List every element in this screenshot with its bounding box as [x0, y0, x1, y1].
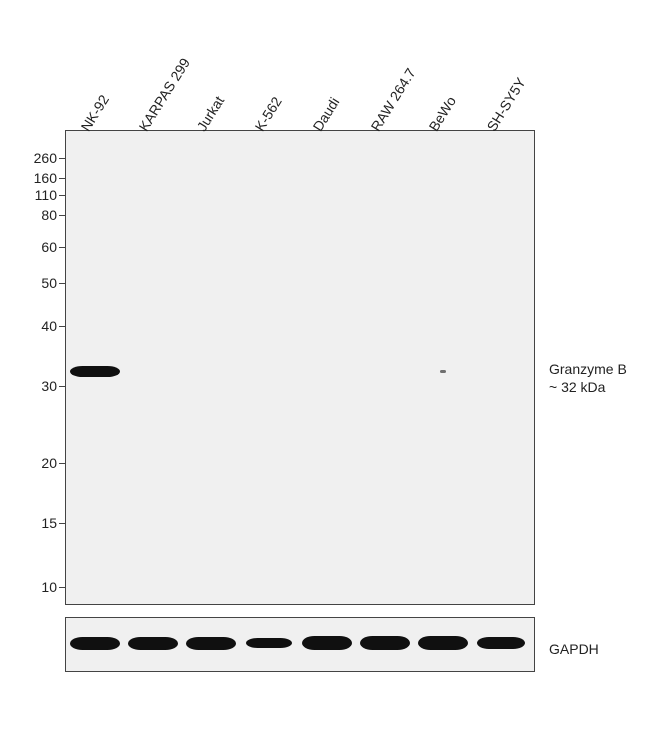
mw-tick [59, 523, 65, 524]
target-mw: ~ 32 kDa [549, 379, 605, 395]
mw-label: 110 [17, 187, 57, 203]
mw-label: 260 [17, 150, 57, 166]
mw-label: 40 [17, 318, 57, 334]
loading-band [477, 637, 525, 649]
loading-band [246, 638, 292, 648]
mw-tick [59, 326, 65, 327]
loading-band [360, 636, 410, 650]
lane-label: K-562 [251, 94, 284, 134]
loading-band [302, 636, 352, 650]
mw-tick [59, 178, 65, 179]
mw-tick [59, 247, 65, 248]
mw-label: 160 [17, 170, 57, 186]
lane-label: Jurkat [193, 93, 227, 134]
mw-tick [59, 463, 65, 464]
target-name: Granzyme B [549, 361, 627, 377]
lane-label: Daudi [309, 94, 342, 134]
mw-tick [59, 587, 65, 588]
mw-label: 30 [17, 378, 57, 394]
lane-label: NK-92 [77, 92, 112, 134]
mw-label: 15 [17, 515, 57, 531]
loading-band [186, 637, 236, 650]
loading-control-annotation: GAPDH [549, 640, 599, 658]
loading-control-name: GAPDH [549, 641, 599, 657]
mw-tick [59, 386, 65, 387]
mw-label: 50 [17, 275, 57, 291]
lane-label: RAW 264.7 [367, 65, 418, 134]
target-band [440, 370, 446, 373]
mw-tick [59, 283, 65, 284]
lane-label: KARPAS 299 [135, 55, 193, 134]
target-band [70, 366, 120, 377]
loading-band [418, 636, 468, 650]
target-annotation: Granzyme B ~ 32 kDa [549, 360, 627, 396]
mw-label: 80 [17, 207, 57, 223]
western-blot-figure: NK-92 KARPAS 299Jurkat K-562 Daudi RAW 264.7… [0, 0, 650, 730]
mw-label: 60 [17, 239, 57, 255]
mw-tick [59, 158, 65, 159]
lane-label: SH-SY5Y [483, 75, 528, 134]
lane-label: BeWo [425, 93, 459, 134]
main-blot-panel [65, 130, 535, 605]
mw-label: 20 [17, 455, 57, 471]
mw-tick [59, 215, 65, 216]
mw-tick [59, 195, 65, 196]
mw-label: 10 [17, 579, 57, 595]
loading-band [70, 637, 120, 650]
loading-band [128, 637, 178, 650]
